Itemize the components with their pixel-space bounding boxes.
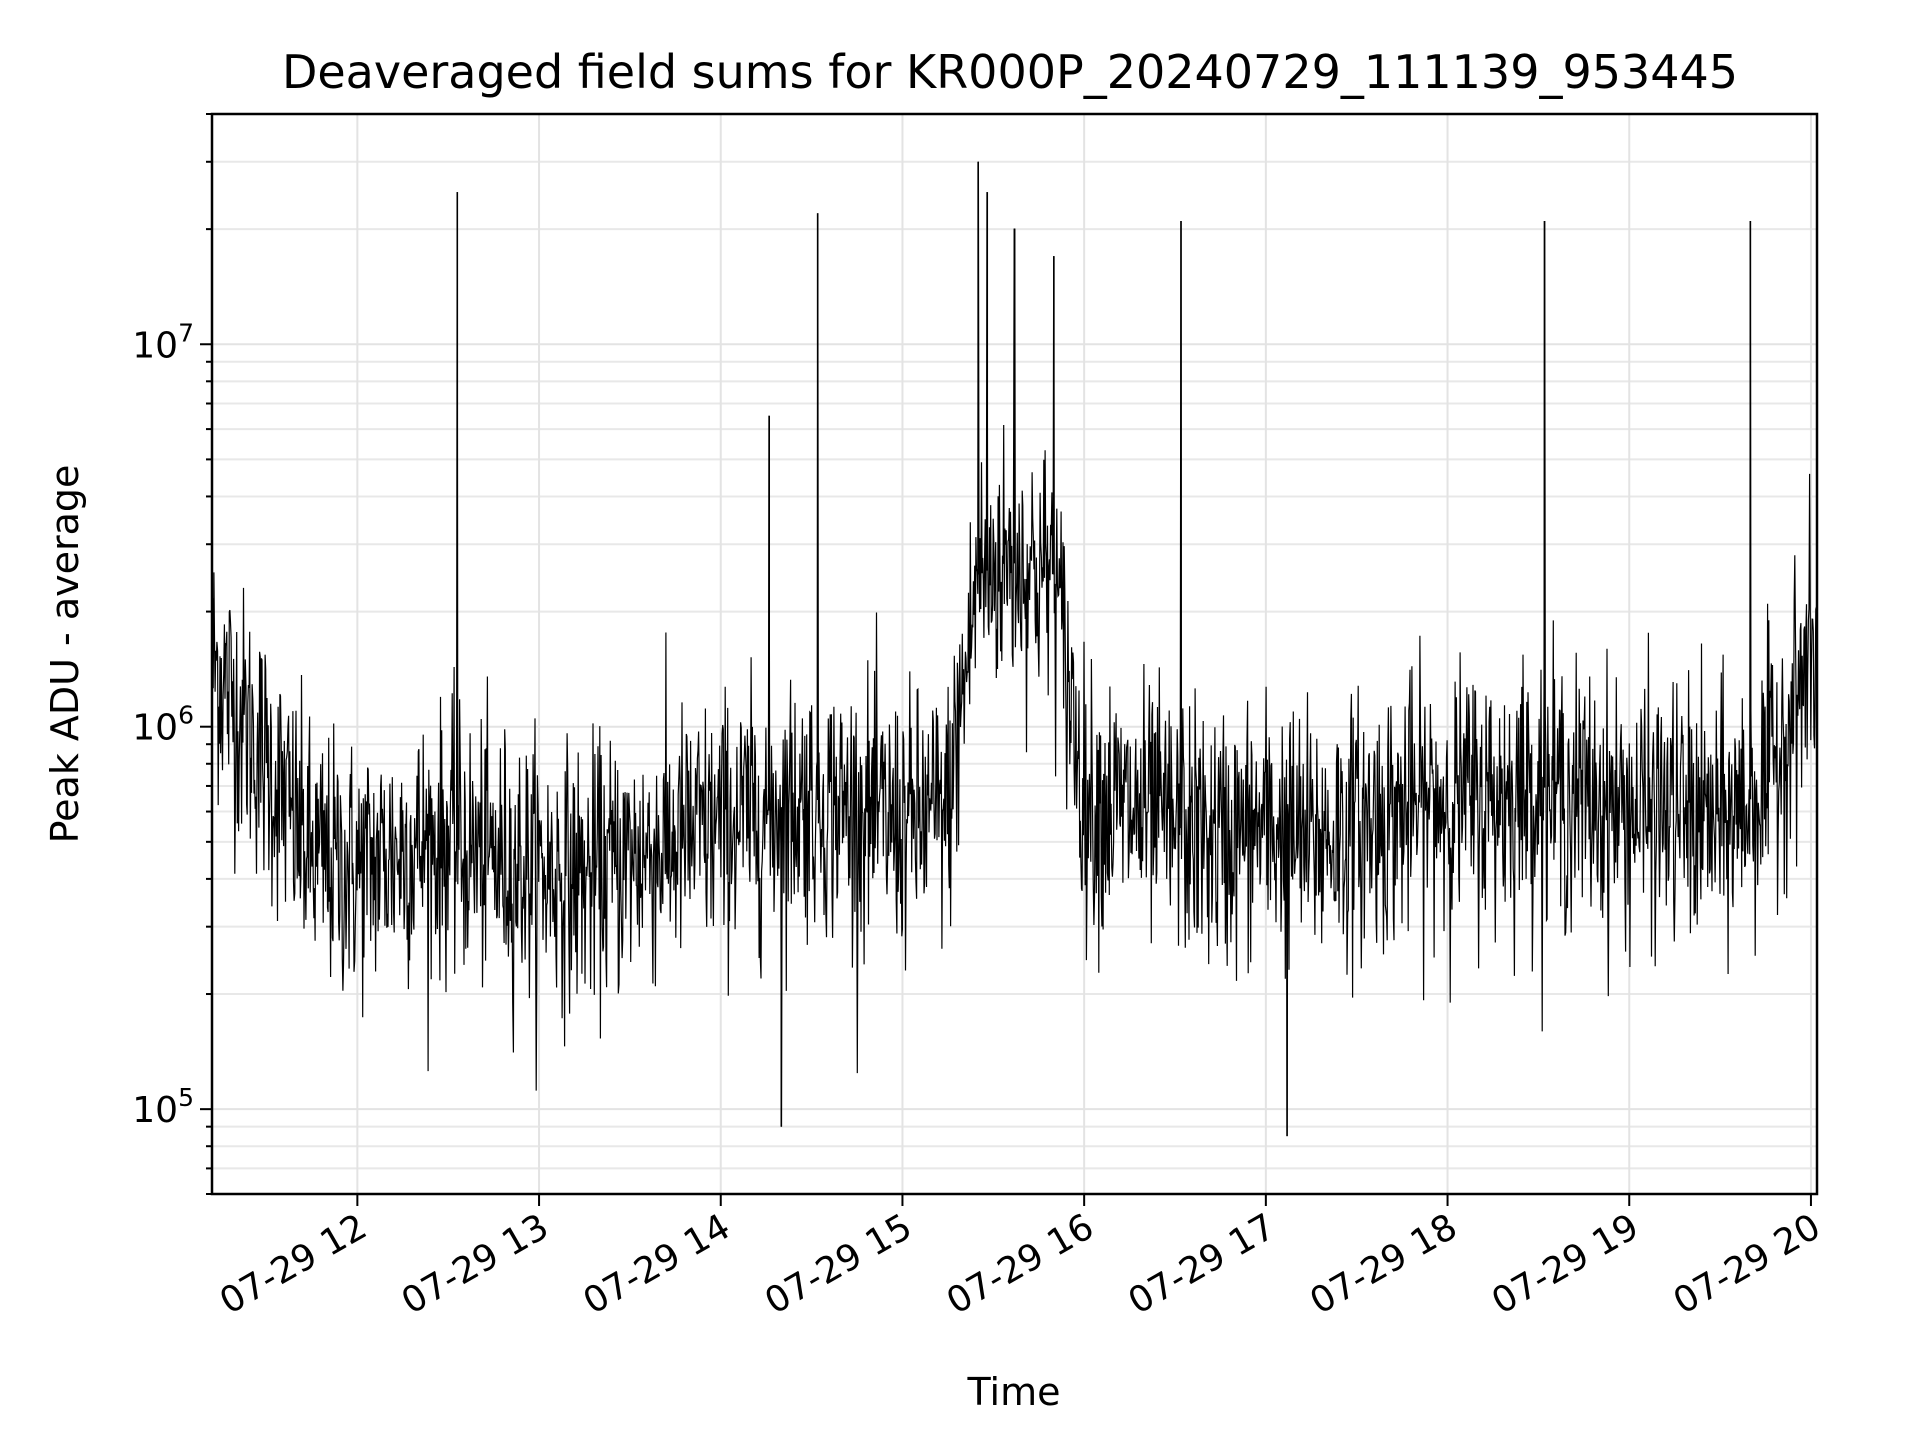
y-tick-label-base: 10 <box>132 708 178 749</box>
series-line <box>211 161 1818 1137</box>
y-tick-label: 106 <box>132 701 194 749</box>
y-axis-label: Peak ADU - average <box>43 465 87 844</box>
y-tick-label-exponent: 7 <box>178 318 194 347</box>
y-tick-label-base: 10 <box>132 325 178 366</box>
y-tick-label-base: 10 <box>132 1090 178 1131</box>
plot-frame <box>210 112 1819 1196</box>
y-tick-label: 107 <box>132 318 194 366</box>
y-tick-label: 105 <box>132 1083 194 1131</box>
series-layer <box>211 161 1818 1137</box>
chart-title: Deaveraged field sums for KR000P_2024072… <box>282 45 1738 99</box>
x-axis-label: Time <box>967 1370 1061 1414</box>
y-tick-label-exponent: 6 <box>178 701 194 730</box>
y-tick-label-exponent: 5 <box>178 1083 194 1112</box>
